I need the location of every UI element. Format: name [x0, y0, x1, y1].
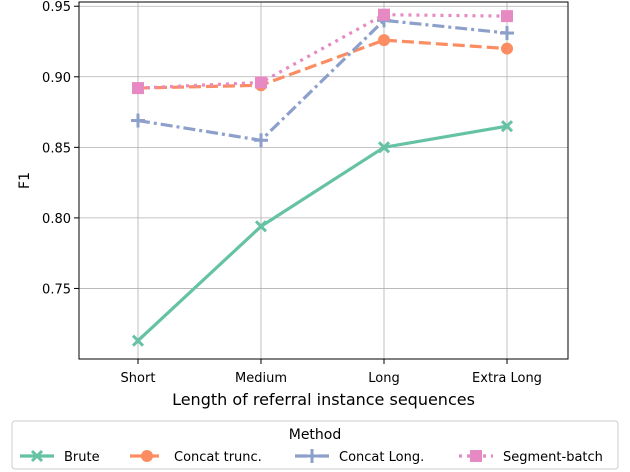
- legend-item: Segment-batch: [459, 450, 603, 465]
- legend-marker: [30, 449, 44, 463]
- data-point: [377, 141, 391, 154]
- legend-title: Method: [289, 427, 342, 443]
- y-tick-label: 0.95: [42, 0, 71, 15]
- data-point: [500, 120, 514, 133]
- series-markers: [131, 8, 514, 347]
- data-point: [254, 220, 268, 233]
- legend-label: Concat trunc.: [174, 450, 262, 465]
- y-tick-label: 0.80: [42, 212, 71, 227]
- data-point: [501, 42, 513, 55]
- data-point: [131, 334, 145, 347]
- series-line-1: [137, 38, 508, 90]
- data-point: [255, 76, 267, 89]
- y-axis-label: F1: [17, 172, 33, 189]
- legend-item: Concat trunc.: [130, 450, 262, 465]
- x-tick-label: Short: [121, 371, 156, 386]
- legend-item: Concat Long.: [295, 449, 424, 465]
- data-point: [378, 34, 390, 47]
- axis-ticks: 0.75 0.80 0.85 0.90 0.95 Short Medium Long Extra…: [42, 0, 542, 386]
- data-point: [254, 133, 268, 148]
- x-tick-label: Medium: [235, 371, 287, 386]
- x-tick-label: Long: [368, 371, 399, 386]
- grid-lines: [79, 2, 568, 359]
- legend-box: [11, 420, 619, 470]
- legend-label: Concat Long.: [339, 450, 424, 465]
- legend-items: Brute Concat trunc. Concat Long. Segment-ba…: [20, 449, 603, 465]
- legend: Method Brute Concat trunc. Concat Long. Seg…: [11, 420, 619, 470]
- legend-marker: [305, 449, 319, 463]
- data-point: [131, 113, 145, 128]
- y-tick-label: 0.75: [42, 282, 71, 297]
- data-point: [132, 82, 144, 95]
- series-line-0: [136, 124, 508, 342]
- legend-marker: [470, 450, 482, 462]
- series-lines: [136, 13, 508, 342]
- data-point: [378, 8, 390, 21]
- y-tick-label: 0.90: [42, 71, 71, 86]
- legend-item: Brute: [20, 449, 100, 465]
- legend-label: Segment-batch: [503, 450, 603, 465]
- y-tick-label: 0.85: [42, 141, 71, 156]
- data-point: [501, 10, 513, 23]
- legend-label: Brute: [64, 450, 100, 465]
- plot-frame: [78, 1, 569, 360]
- series-line-3: [137, 13, 508, 90]
- legend-marker: [141, 450, 153, 462]
- data-point: [500, 26, 514, 41]
- x-axis-label: Length of referral instance sequences: [172, 390, 475, 409]
- series-line-2: [137, 18, 508, 142]
- x-tick-label: Extra Long: [472, 371, 542, 386]
